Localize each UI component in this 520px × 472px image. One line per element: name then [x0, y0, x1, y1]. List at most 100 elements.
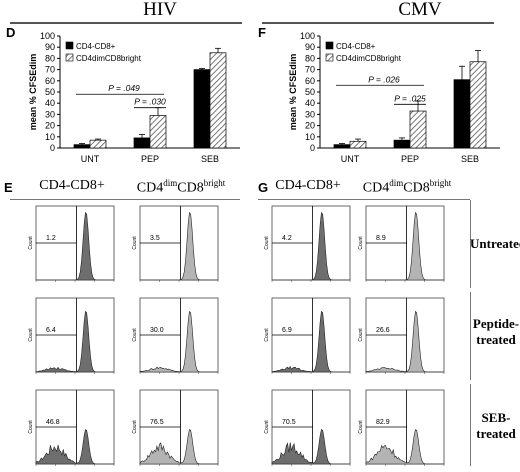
row-label-untreated: Untreated — [470, 236, 520, 251]
histogram-hiv-cd4neg-seb: Count 46.8 — [28, 389, 115, 466]
x-tick-label: PEP — [141, 154, 159, 164]
gate-percent-label: 30.0 — [150, 327, 164, 334]
col-header-cmv-cd4neg: CD4-CD8+ — [275, 178, 341, 193]
divider-hist-cmv — [258, 199, 470, 200]
x-tick-label: SEB — [461, 154, 479, 164]
gate-percent-label: 1.2 — [46, 235, 56, 242]
bar-cd4dim-unt — [89, 139, 107, 149]
gate-percent-label: 26.6 — [376, 327, 390, 334]
bar-cd4dim-pep — [149, 115, 167, 149]
y-tick-label: 50 — [305, 87, 315, 97]
legend-swatch-cd4dim — [325, 53, 334, 62]
y-axis-label: mean % CFSEdim — [28, 54, 38, 131]
gate-percent-label: 76.5 — [150, 419, 164, 426]
hist-y-label: Count — [132, 328, 138, 342]
col-header-hiv-cd4dim: CD4dimCD8bright — [136, 178, 226, 196]
title-hiv: HIV — [143, 0, 177, 20]
gate-percent-label: 4.2 — [282, 235, 292, 242]
row-separator-3 — [470, 384, 471, 466]
legend: CD4-CD8+ CD4dimCD8bright — [65, 41, 142, 63]
histogram-trace — [139, 429, 218, 465]
gate-percent-label: 3.5 — [150, 235, 160, 242]
hist-y-label: Count — [28, 328, 34, 342]
gate-percent-label: 82.9 — [376, 419, 390, 426]
x-tick-label: PEP — [401, 154, 419, 164]
bar-cd4dim-seb — [469, 61, 487, 149]
bar-cd4neg-unt — [73, 144, 91, 149]
histogram-cmv-cd4dim-untreated: Count 8.9 — [358, 205, 445, 282]
y-tick-label: 60 — [45, 76, 55, 86]
histogram-hiv-cd4dim-seb: Count 76.5 — [132, 389, 219, 466]
hist-y-label: Count — [264, 328, 270, 342]
histogram-hiv-cd4neg-peptide: Count 6.4 — [28, 297, 115, 374]
histogram-cmv-cd4neg-seb: Count 70.5 — [264, 389, 351, 466]
histogram-cmv-cd4neg-untreated: Count 4.2 — [264, 205, 351, 282]
histogram-hiv-cd4dim-peptide: Count 30.0 — [132, 297, 219, 374]
y-tick-label: 100 — [40, 31, 55, 41]
y-tick-label: 30 — [45, 109, 55, 119]
histogram-trace — [272, 211, 350, 281]
histogram-trace — [140, 211, 218, 281]
hist-y-label: Count — [358, 420, 364, 434]
legend-label-cd4dim: CD4dimCD8bright — [336, 54, 402, 63]
y-tick-label: 70 — [305, 65, 315, 75]
y-tick-label: 30 — [305, 109, 315, 119]
y-tick-label: 60 — [305, 76, 315, 86]
p-value-label: P = .026 — [368, 74, 400, 84]
row-label-seb: SEB-treated — [476, 410, 516, 441]
y-tick-label: 90 — [45, 42, 55, 52]
hist-y-label: Count — [28, 420, 34, 434]
panel-letter-f: F — [258, 25, 266, 40]
bar-cd4dim-unt — [349, 140, 367, 149]
p-value-label: P = .049 — [108, 83, 140, 93]
x-tick-label: SEB — [201, 154, 219, 164]
hist-y-label: Count — [264, 236, 270, 250]
x-tick-label: UNT — [81, 154, 100, 164]
histogram-hiv-cd4dim-untreated: Count 3.5 — [132, 205, 219, 282]
y-tick-label: 10 — [305, 132, 315, 142]
x-tick-label: UNT — [341, 154, 360, 164]
row-label-peptide: Peptide-treated — [472, 316, 520, 347]
histogram-cmv-cd4neg-peptide: Count 6.9 — [264, 297, 351, 374]
histogram-trace — [35, 310, 114, 373]
col-header-cmv-cd4dim: CD4dimCD8bright — [362, 178, 452, 196]
col-header-hiv-cd4neg: CD4-CD8+ — [39, 178, 105, 193]
panel-letter-e: E — [4, 180, 13, 195]
gate-percent-label: 6.4 — [46, 327, 56, 334]
p-value-label: P = .030 — [134, 97, 166, 107]
hist-y-label: Count — [132, 420, 138, 434]
histogram-trace — [366, 211, 444, 281]
gate-percent-label: 46.8 — [46, 419, 60, 426]
divider-hiv — [10, 22, 242, 24]
y-tick-label: 90 — [305, 42, 315, 52]
row-separator-1 — [470, 200, 471, 288]
hist-y-label: Count — [264, 420, 270, 434]
gate-percent-label: 70.5 — [282, 419, 296, 426]
histogram-trace — [35, 429, 114, 465]
y-tick-label: 80 — [305, 53, 315, 63]
histogram-trace — [271, 310, 350, 373]
legend-label-cd4neg: CD4-CD8+ — [76, 42, 116, 51]
hist-y-label: Count — [132, 236, 138, 250]
legend-label-cd4neg: CD4-CD8+ — [336, 42, 376, 51]
gate-percent-label: 6.9 — [282, 327, 292, 334]
bar-cd4dim-seb — [209, 52, 227, 149]
bar-cd4neg-pep — [133, 137, 151, 149]
legend: CD4-CD8+ CD4dimCD8bright — [325, 41, 402, 63]
panel-letter-g: G — [258, 180, 269, 195]
panel-letter-d: D — [6, 25, 16, 40]
y-axis-label: mean % CFSEdim — [288, 54, 298, 131]
histogram-trace — [36, 211, 114, 281]
legend-swatch-cd4neg — [65, 41, 74, 50]
histogram-hiv-cd4neg-untreated: Count 1.2 — [28, 205, 115, 282]
y-tick-label: 20 — [305, 121, 315, 131]
y-tick-label: 40 — [45, 98, 55, 108]
legend-swatch-cd4dim — [65, 53, 74, 62]
y-tick-label: 0 — [310, 143, 315, 153]
bar-cd4neg-pep — [393, 139, 411, 149]
histogram-cmv-cd4dim-peptide: Count 26.6 — [358, 297, 445, 374]
gate-percent-label: 8.9 — [376, 235, 386, 242]
divider-cmv — [262, 22, 494, 24]
